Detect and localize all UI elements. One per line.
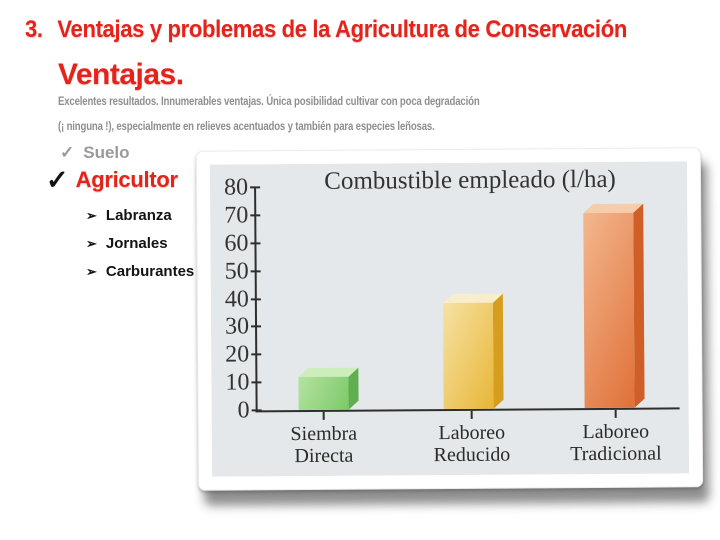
y-axis-tick-label: 80	[223, 174, 249, 201]
bar-top-green	[298, 367, 359, 377]
x-axis-category-label: Laboreo Reducido	[433, 421, 511, 467]
slide-title: 3. Ventajas y problemas de la Agricultura…	[25, 16, 679, 44]
x-axis-tick	[470, 410, 473, 419]
y-axis-tick	[250, 269, 261, 273]
y-axis-tick-label: 30	[224, 313, 250, 340]
bar-side-orange	[633, 203, 645, 408]
subtitle: Ventajas. Excelentes resultados. Innumera…	[58, 58, 713, 133]
checklist-label: Suelo	[83, 143, 130, 162]
chart-picture-frame: Combustible empleado (l/ha) 0 10 20 30 40 50 6…	[195, 147, 704, 491]
bar-front-green	[298, 376, 349, 411]
x-axis-category-label: Siembra Directa	[290, 422, 358, 468]
y-axis-tick-label: 60	[224, 230, 249, 257]
bar-front-gold	[442, 302, 494, 410]
y-axis-tick-label: 70	[224, 202, 249, 229]
checkmark-icon: ✓	[46, 165, 69, 195]
subtitle-lead: Ventajas.	[58, 58, 184, 91]
arrow-bullet-icon: ➢	[86, 264, 97, 279]
fuel-bar-chart: Combustible empleado (l/ha) 0 10 20 30 40 50 6…	[209, 161, 690, 477]
x-axis-category-label: Laboreo Tradicional	[570, 420, 662, 466]
y-axis-tick	[250, 242, 261, 245]
sub-bullet-jornales: ➢ Jornales	[86, 235, 168, 252]
checkmark-icon: ✓	[60, 143, 75, 162]
y-axis-tick-label: 10	[225, 369, 250, 396]
bar-top-gold	[442, 293, 503, 304]
checklist-label: Agricultor	[75, 167, 178, 192]
slide-title-text: Ventajas y problemas de la Agricultura d…	[57, 16, 627, 43]
y-axis-tick	[250, 186, 261, 189]
arrow-bullet-icon: ➢	[86, 208, 97, 223]
x-axis-tick	[614, 409, 617, 418]
x-axis-tick	[322, 411, 325, 420]
y-axis-tick	[251, 409, 262, 412]
y-axis-tick-label: 0	[237, 397, 250, 424]
y-axis-tick	[251, 381, 262, 384]
bar-side-gold	[492, 293, 504, 409]
y-axis-tick	[251, 353, 262, 356]
subtitle-line-1: Excelentes resultados. Innumerables vent…	[58, 94, 480, 108]
checklist-item-agricultor: ✓ Agricultor	[46, 165, 178, 196]
chart-plot: 0 10 20 30 40 50 60 70 80 Siembra Directa Laboreo …	[210, 161, 687, 467]
arrow-bullet-icon: ➢	[86, 236, 97, 251]
slide-title-number: 3.	[25, 16, 43, 43]
sub-bullet-carburantes: ➢ Carburantes	[86, 263, 194, 280]
sub-bullet-labranza: ➢ Labranza	[86, 207, 172, 224]
y-axis-tick	[250, 297, 261, 300]
sub-bullet-label: Labranza	[105, 207, 172, 224]
y-axis-tick-label: 20	[225, 341, 250, 368]
bar-top-orange	[583, 203, 644, 213]
bar-front-orange	[583, 212, 635, 409]
chart-title: Combustible empleado (l/ha)	[324, 165, 616, 195]
y-axis-tick	[251, 325, 262, 328]
y-axis-tick-label: 50	[224, 258, 249, 285]
checklist-item-suelo: ✓ Suelo	[60, 143, 130, 163]
y-axis-tick	[250, 214, 261, 217]
sub-bullet-label: Carburantes	[105, 263, 195, 280]
y-axis-tick-label: 40	[224, 285, 249, 313]
subtitle-line-2: (¡ ninguna !), especialmente en relieves…	[58, 119, 435, 133]
sub-bullet-label: Jornales	[105, 235, 168, 252]
